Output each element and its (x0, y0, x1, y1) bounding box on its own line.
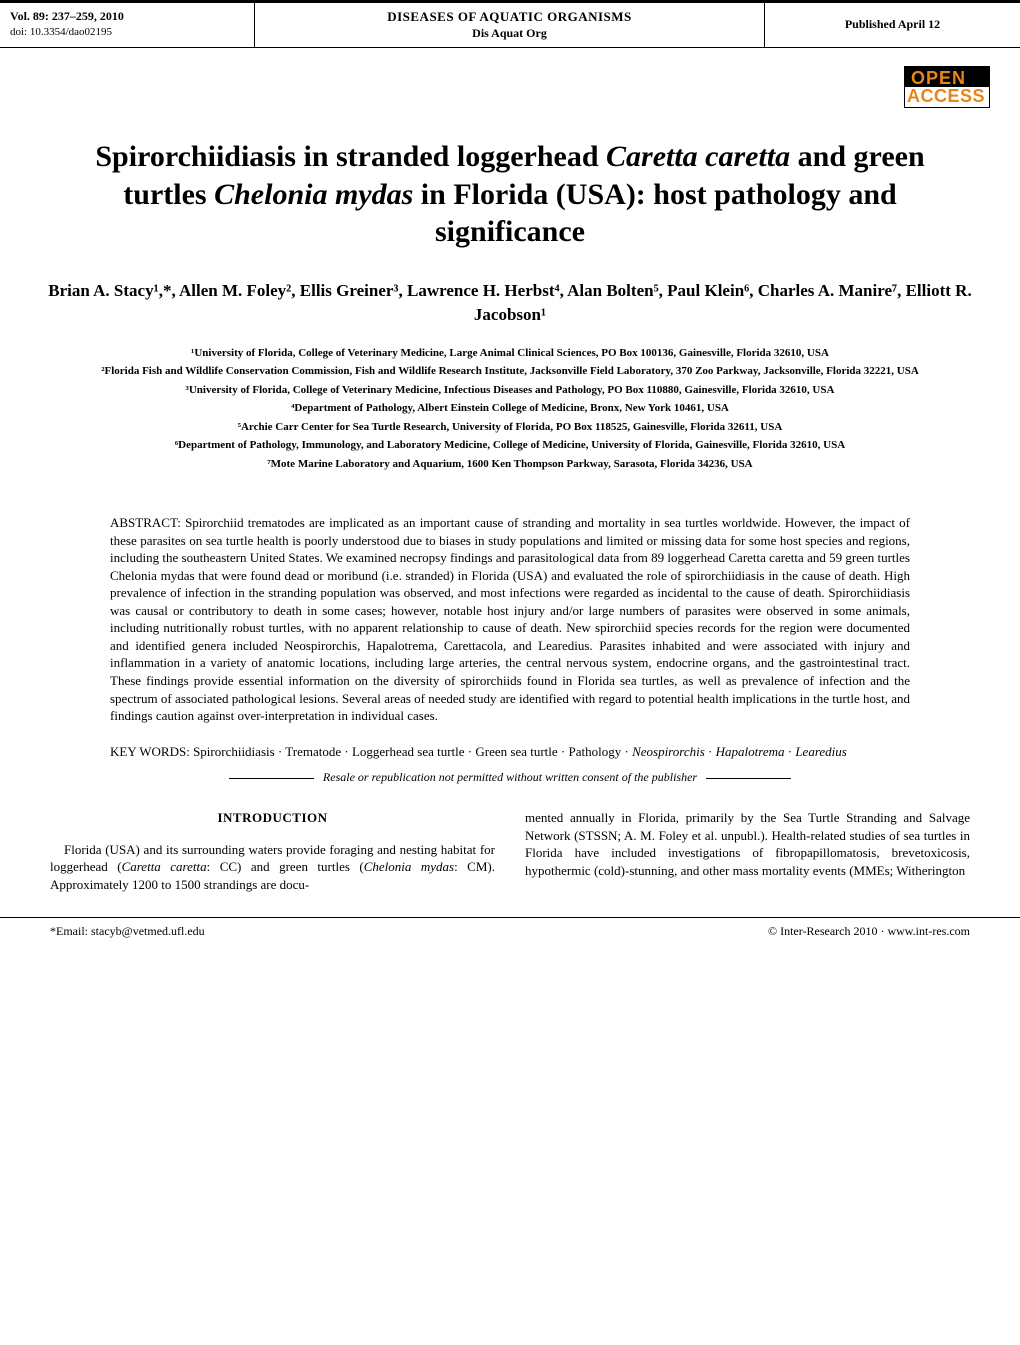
kw-species-2: Hapalotrema (716, 744, 785, 759)
authors-line: Brian A. Stacy¹,*, Allen M. Foley², Elli… (0, 261, 1020, 337)
journal-header: Vol. 89: 237–259, 2010 doi: 10.3354/dao0… (0, 0, 1020, 48)
right-column: mented annually in Florida, primarily by… (525, 809, 970, 893)
affiliation: ⁵Archie Carr Center for Sea Turtle Resea… (55, 419, 965, 436)
affiliation: ⁶Department of Pathology, Immunology, an… (55, 437, 965, 454)
corresponding-email: *Email: stacyb@vetmed.ufl.edu (50, 924, 205, 939)
article-title: Spirorchiidiasis in stranded loggerhead … (50, 138, 970, 251)
intro-paragraph-right: mented annually in Florida, primarily by… (525, 809, 970, 879)
journal-short: Dis Aquat Org (265, 26, 754, 42)
intro-paragraph-left: Florida (USA) and its surrounding waters… (50, 841, 495, 894)
volume-line: Vol. 89: 237–259, 2010 (10, 9, 244, 25)
abstract-species-5: Carettacola (444, 638, 503, 653)
abstract-text-e: , (434, 638, 444, 653)
title-part-a: Spirorchiidiasis in stranded loggerhead (95, 140, 606, 173)
keywords-text: Spirorchiidiasis · Trematode · Loggerhea… (193, 744, 632, 759)
abstract-text-d: , (357, 638, 367, 653)
abstract-label: ABSTRACT: (110, 515, 185, 530)
abstract-species-4: Hapalotrema (367, 638, 434, 653)
abstract-block: ABSTRACT: Spirorchiid trematodes are imp… (0, 494, 1020, 735)
title-species-2: Chelonia mydas (214, 178, 413, 211)
published-date: Published April 12 (845, 17, 940, 33)
kw-sep-1: · (705, 744, 716, 759)
affiliations-block: ¹University of Florida, College of Veter… (0, 337, 1020, 495)
affiliation: ³University of Florida, College of Veter… (55, 382, 965, 399)
oa-open-text: OPEN (905, 67, 989, 87)
kw-species-3: Learedius (795, 744, 847, 759)
abstract-text-b: and 59 green turtles (804, 550, 910, 565)
copyright-line: © Inter-Research 2010 · www.int-res.com (768, 924, 970, 939)
journal-name: DISEASES OF AQUATIC ORGANISMS (265, 9, 754, 26)
open-access-badge: OPEN ACCESS (904, 66, 990, 108)
affiliation: ⁷Mote Marine Laboratory and Aquarium, 16… (55, 456, 965, 473)
journal-name-cell: DISEASES OF AQUATIC ORGANISMS Dis Aquat … (255, 3, 765, 47)
kw-species-1: Neospirorchis (632, 744, 705, 759)
resale-notice: Resale or republication not permitted wi… (0, 766, 1020, 799)
abstract-species-1: Caretta caretta (728, 550, 803, 565)
intro-heading: INTRODUCTION (50, 809, 495, 827)
footer-bar: *Email: stacyb@vetmed.ufl.edu © Inter-Re… (0, 917, 1020, 949)
title-block: Spirorchiidiasis in stranded loggerhead … (0, 108, 1020, 261)
left-column: INTRODUCTION Florida (USA) and its surro… (50, 809, 495, 893)
abstract-text-f: , and (503, 638, 538, 653)
intro-left-b: : CC) and green turtles ( (207, 859, 364, 874)
title-species-1: Caretta caretta (606, 140, 790, 173)
title-part-c: in Florida (USA): host pathology and sig… (413, 178, 896, 249)
body-columns: INTRODUCTION Florida (USA) and its surro… (0, 799, 1020, 893)
affiliation: ⁴Department of Pathology, Albert Einstei… (55, 400, 965, 417)
keywords-label: KEY WORDS: (110, 744, 193, 759)
abstract-species-3: Neospirorchis (284, 638, 357, 653)
published-cell: Published April 12 (765, 3, 1020, 47)
abstract-species-6: Learedius (538, 638, 589, 653)
doi-line: doi: 10.3354/dao02195 (10, 25, 244, 39)
intro-left-sp1: Caretta caretta (122, 859, 207, 874)
keywords-block: KEY WORDS: Spirorchiidiasis · Trematode … (0, 735, 1020, 767)
oa-access-text: ACCESS (905, 87, 989, 107)
affiliation: ²Florida Fish and Wildlife Conservation … (55, 363, 965, 380)
volume-cell: Vol. 89: 237–259, 2010 doi: 10.3354/dao0… (0, 3, 255, 47)
intro-left-sp2: Chelonia mydas (364, 859, 454, 874)
affiliation: ¹University of Florida, College of Veter… (55, 345, 965, 362)
kw-sep-2: · (784, 744, 795, 759)
abstract-species-2: Chelonia mydas (110, 568, 195, 583)
resale-text: Resale or republication not permitted wi… (323, 770, 697, 784)
